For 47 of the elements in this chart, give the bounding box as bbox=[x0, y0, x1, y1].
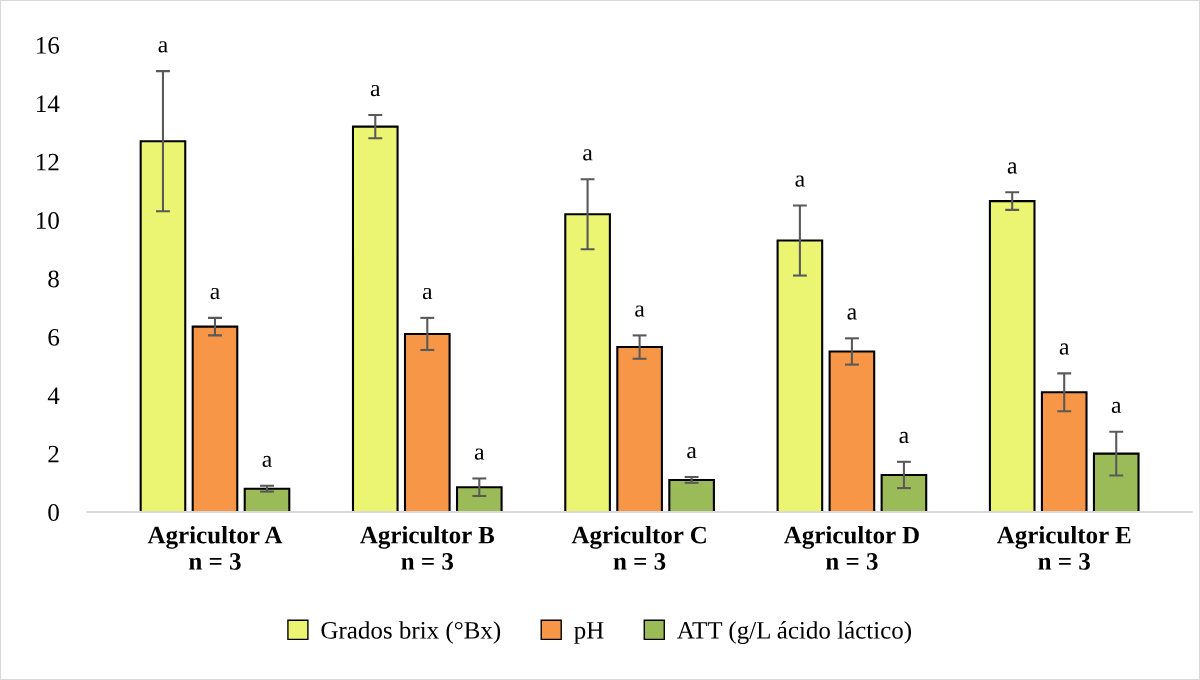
x-tick-label: Agricultor D n = 3 bbox=[783, 525, 919, 570]
annotation: a bbox=[583, 149, 593, 161]
annotation: a bbox=[795, 175, 805, 187]
x-tick-label: Agricultor C n = 3 bbox=[571, 525, 706, 570]
y-tick-label: 6 bbox=[48, 328, 60, 346]
x-tick-label: Agricultor A n = 3 bbox=[147, 525, 283, 570]
annotation: a bbox=[687, 447, 697, 459]
annotation: a bbox=[635, 305, 645, 317]
annotation: a bbox=[370, 84, 381, 97]
legend-label: pH bbox=[574, 622, 604, 644]
bar bbox=[828, 350, 876, 513]
bar bbox=[243, 487, 291, 513]
bar bbox=[988, 200, 1036, 513]
bar bbox=[616, 346, 663, 513]
bar bbox=[191, 325, 239, 513]
y-tick-label: 8 bbox=[48, 270, 59, 288]
bar bbox=[880, 473, 928, 513]
y-tick-label: 4 bbox=[47, 387, 60, 404]
bar bbox=[1092, 452, 1140, 513]
y-tick-label: 2 bbox=[48, 445, 59, 463]
annotation: a bbox=[1007, 162, 1018, 174]
y-tick-label: 16 bbox=[37, 37, 60, 54]
bar bbox=[351, 125, 399, 513]
annotation: a bbox=[158, 41, 168, 53]
bar bbox=[564, 213, 611, 513]
annotation: a bbox=[899, 431, 909, 444]
annotation: a bbox=[422, 287, 433, 300]
annotation: a bbox=[474, 448, 485, 460]
bar bbox=[668, 478, 715, 513]
annotation: a bbox=[1111, 401, 1122, 414]
x-tick-label: Agricultor B n = 3 bbox=[360, 525, 495, 570]
bar bbox=[139, 140, 187, 513]
annotation: a bbox=[210, 287, 220, 300]
annotation: a bbox=[847, 308, 857, 320]
y-tick-label: 14 bbox=[37, 95, 60, 112]
legend-label: Grados brix (°Bx) bbox=[321, 621, 501, 644]
bar bbox=[776, 239, 824, 513]
y-tick-label: 0 bbox=[48, 504, 59, 521]
bar bbox=[1040, 391, 1088, 513]
bar bbox=[403, 332, 451, 513]
y-tick-label: 10 bbox=[37, 212, 59, 229]
bar bbox=[455, 486, 503, 513]
annotation: a bbox=[1059, 343, 1070, 355]
y-tick-label: 12 bbox=[37, 153, 59, 171]
annotation: a bbox=[262, 455, 272, 468]
legend-label: ATT (g/L ácido láctico) bbox=[677, 621, 911, 644]
x-tick-label: Agricultor E n = 3 bbox=[996, 525, 1131, 570]
